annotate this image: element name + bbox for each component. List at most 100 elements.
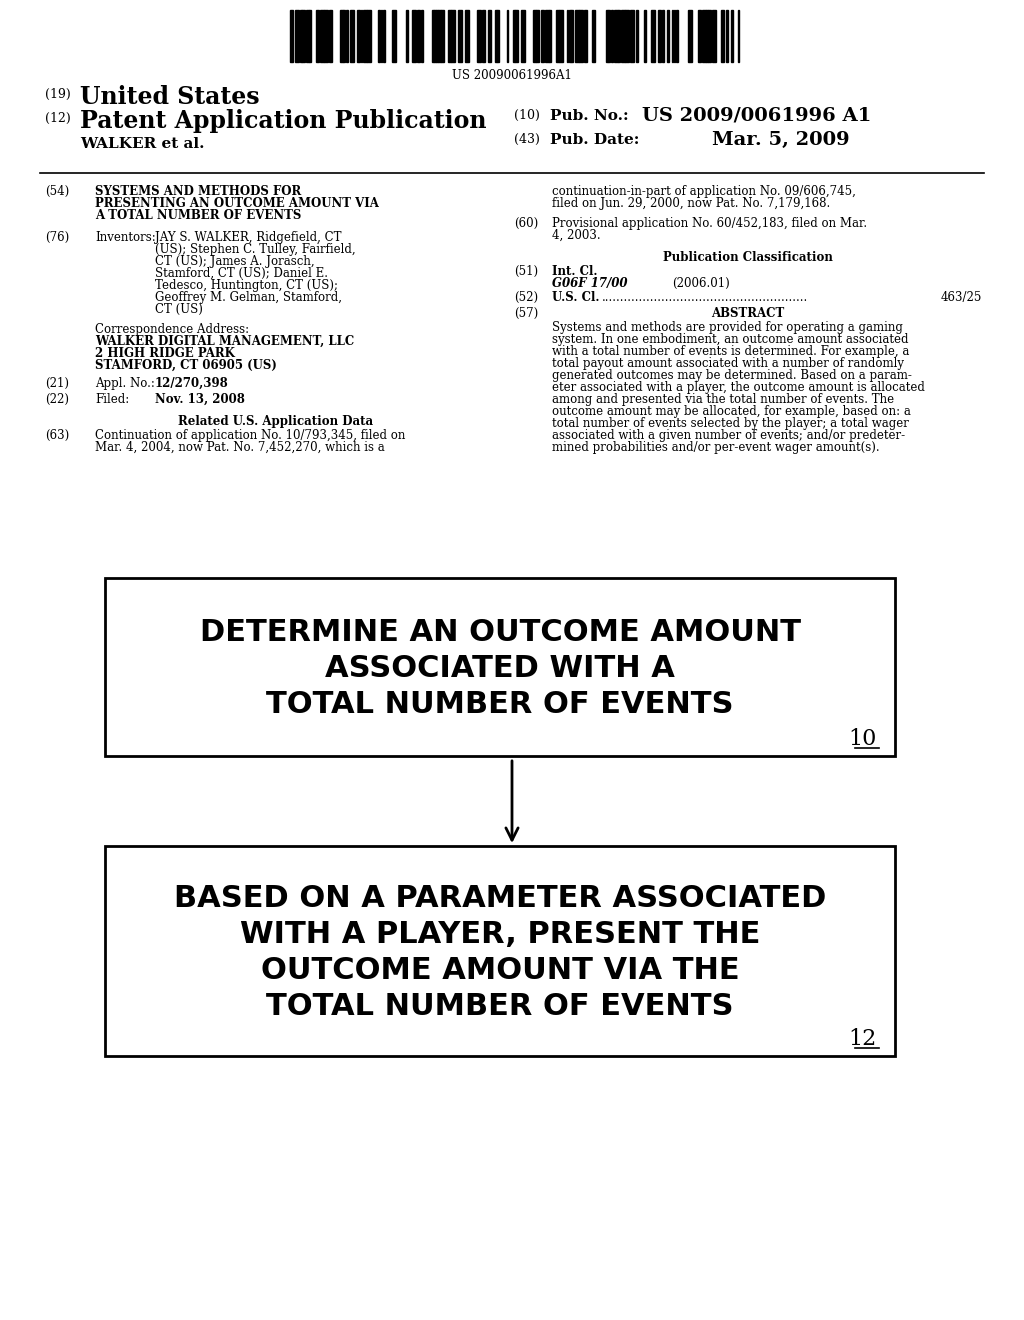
- Text: Appl. No.:: Appl. No.:: [95, 378, 155, 389]
- Text: U.S. Cl.: U.S. Cl.: [552, 290, 599, 304]
- Bar: [584, 11, 587, 62]
- Bar: [579, 11, 583, 62]
- Text: Int. Cl.: Int. Cl.: [552, 265, 597, 279]
- Text: Mar. 4, 2004, now Pat. No. 7,452,270, which is a: Mar. 4, 2004, now Pat. No. 7,452,270, wh…: [95, 441, 385, 454]
- Text: .......................................................: ........................................…: [602, 290, 808, 304]
- Bar: [441, 11, 443, 62]
- Bar: [536, 11, 539, 62]
- Bar: [636, 11, 638, 62]
- Text: US 2009/0061996 A1: US 2009/0061996 A1: [642, 107, 871, 125]
- Bar: [662, 11, 664, 62]
- Text: Correspondence Address:: Correspondence Address:: [95, 323, 249, 337]
- Bar: [621, 11, 625, 62]
- Bar: [434, 11, 435, 62]
- Text: G06F 17/00: G06F 17/00: [552, 277, 628, 290]
- Text: A TOTAL NUMBER OF EVENTS: A TOTAL NUMBER OF EVENTS: [95, 209, 301, 222]
- Text: filed on Jun. 29, 2000, now Pat. No. 7,179,168.: filed on Jun. 29, 2000, now Pat. No. 7,1…: [552, 197, 830, 210]
- Text: ABSTRACT: ABSTRACT: [712, 308, 784, 319]
- Bar: [362, 11, 367, 62]
- Text: total payout amount associated with a number of randomly: total payout amount associated with a nu…: [552, 356, 904, 370]
- Bar: [497, 11, 499, 62]
- Text: Patent Application Publication: Patent Application Publication: [80, 110, 486, 133]
- Text: (52): (52): [514, 290, 539, 304]
- Bar: [541, 11, 544, 62]
- Bar: [613, 11, 617, 62]
- Bar: [290, 11, 293, 62]
- Bar: [566, 11, 568, 62]
- Bar: [449, 11, 451, 62]
- Bar: [545, 11, 549, 62]
- Text: Stamford, CT (US); Daniel E.: Stamford, CT (US); Daniel E.: [155, 267, 328, 280]
- Bar: [574, 11, 579, 62]
- Text: United States: United States: [80, 84, 260, 110]
- Text: 12: 12: [849, 1028, 877, 1049]
- Text: OUTCOME AMOUNT VIA THE: OUTCOME AMOUNT VIA THE: [261, 956, 739, 985]
- Text: (57): (57): [514, 308, 539, 319]
- Bar: [698, 11, 701, 62]
- Bar: [309, 11, 310, 62]
- Bar: [412, 11, 416, 62]
- Bar: [487, 11, 490, 62]
- Text: total number of events selected by the player; a total wager: total number of events selected by the p…: [552, 417, 909, 430]
- Bar: [477, 11, 481, 62]
- Bar: [730, 11, 733, 62]
- Text: (76): (76): [45, 231, 70, 244]
- Text: Publication Classification: Publication Classification: [664, 251, 833, 264]
- Text: ASSOCIATED WITH A: ASSOCIATED WITH A: [325, 653, 675, 682]
- Text: (US); Stephen C. Tulley, Fairfield,: (US); Stephen C. Tulley, Fairfield,: [155, 243, 355, 256]
- Text: CT (US): CT (US): [155, 304, 203, 315]
- Bar: [592, 11, 595, 62]
- Bar: [340, 11, 342, 62]
- Text: PRESENTING AN OUTCOME AMOUNT VIA: PRESENTING AN OUTCOME AMOUNT VIA: [95, 197, 379, 210]
- Text: US 20090061996A1: US 20090061996A1: [452, 69, 572, 82]
- Bar: [381, 11, 382, 62]
- Text: STAMFORD, CT 06905 (US): STAMFORD, CT 06905 (US): [95, 359, 276, 372]
- Bar: [319, 11, 324, 62]
- Bar: [625, 11, 629, 62]
- Bar: [406, 11, 408, 62]
- Bar: [549, 11, 551, 62]
- Text: continuation-in-part of application No. 09/606,745,: continuation-in-part of application No. …: [552, 185, 856, 198]
- Text: Inventors:: Inventors:: [95, 231, 156, 244]
- Bar: [688, 11, 692, 62]
- Bar: [667, 11, 669, 62]
- Text: TOTAL NUMBER OF EVENTS: TOTAL NUMBER OF EVENTS: [266, 993, 734, 1020]
- Bar: [521, 11, 524, 62]
- Bar: [438, 11, 440, 62]
- Text: BASED ON A PARAMETER ASSOCIATED: BASED ON A PARAMETER ASSOCIATED: [174, 884, 826, 913]
- Text: TOTAL NUMBER OF EVENTS: TOTAL NUMBER OF EVENTS: [266, 690, 734, 719]
- Text: generated outcomes may be determined. Based on a param-: generated outcomes may be determined. Ba…: [552, 370, 912, 381]
- Text: (63): (63): [45, 429, 70, 442]
- Bar: [708, 11, 711, 62]
- Bar: [630, 11, 634, 62]
- Bar: [392, 11, 395, 62]
- Text: (10): (10): [514, 110, 540, 121]
- Text: (51): (51): [514, 265, 539, 279]
- Bar: [610, 11, 613, 62]
- Text: 4, 2003.: 4, 2003.: [552, 228, 601, 242]
- Text: (60): (60): [514, 216, 539, 230]
- Bar: [378, 11, 380, 62]
- Bar: [726, 11, 728, 62]
- Text: Pub. No.:: Pub. No.:: [550, 110, 629, 123]
- Bar: [706, 11, 708, 62]
- Text: JAY S. WALKER, Ridgefield, CT: JAY S. WALKER, Ridgefield, CT: [155, 231, 341, 244]
- Bar: [421, 11, 423, 62]
- Text: Nov. 13, 2008: Nov. 13, 2008: [155, 393, 245, 407]
- Text: Related U.S. Application Data: Related U.S. Application Data: [178, 414, 374, 428]
- Bar: [559, 11, 562, 62]
- Bar: [329, 11, 332, 62]
- Bar: [721, 11, 724, 62]
- Bar: [299, 11, 301, 62]
- Text: (21): (21): [45, 378, 69, 389]
- Text: (43): (43): [514, 133, 540, 147]
- Text: among and presented via the total number of events. The: among and presented via the total number…: [552, 393, 894, 407]
- Text: Filed:: Filed:: [95, 393, 129, 407]
- Bar: [507, 11, 508, 62]
- Bar: [515, 11, 518, 62]
- Bar: [105, 578, 895, 756]
- Text: DETERMINE AN OUTCOME AMOUNT: DETERMINE AN OUTCOME AMOUNT: [200, 618, 801, 647]
- Bar: [350, 11, 353, 62]
- Bar: [674, 11, 675, 62]
- Bar: [436, 11, 437, 62]
